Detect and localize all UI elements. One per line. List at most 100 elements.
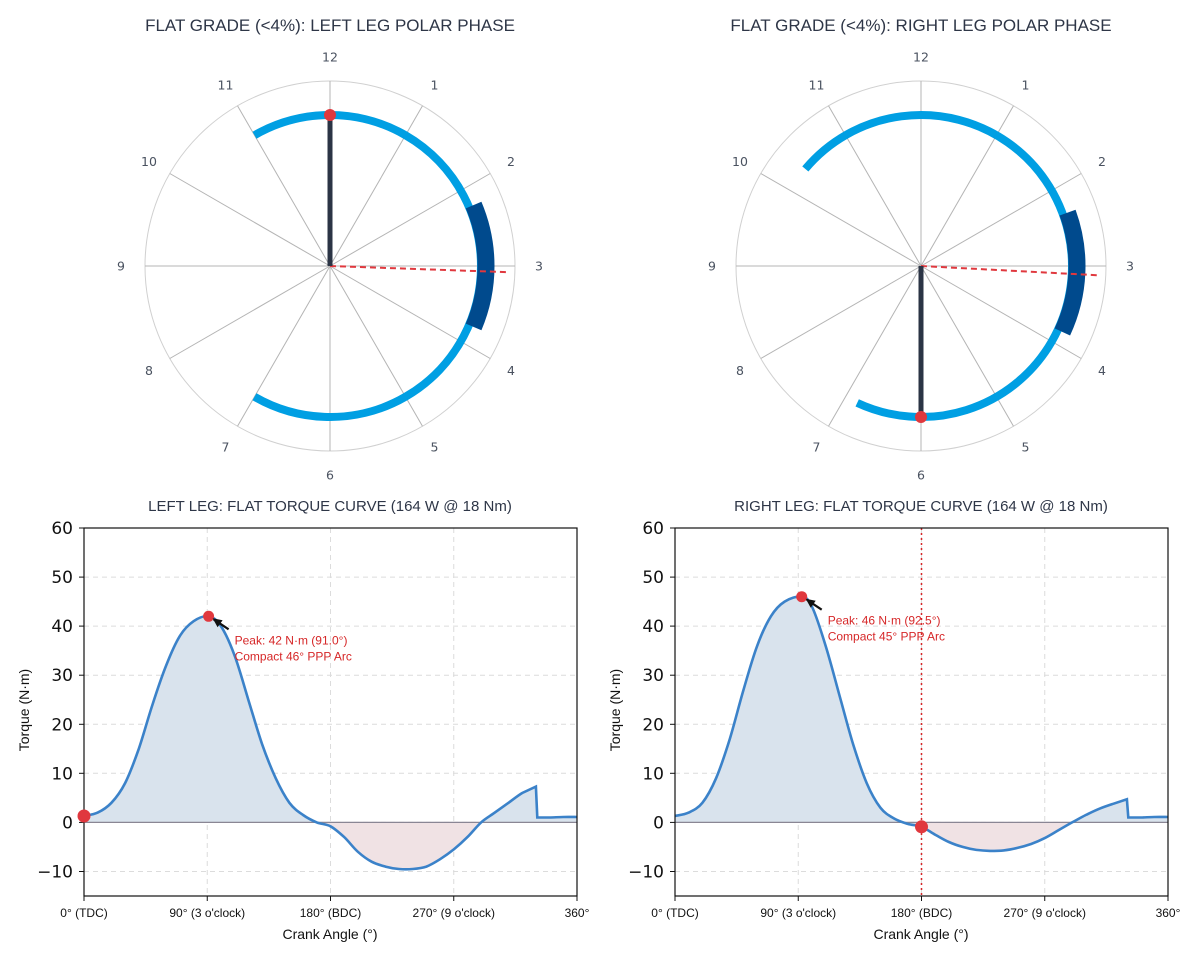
left-clock-label-6: 6 <box>326 468 334 483</box>
right-plot-content <box>675 595 1168 853</box>
right-y-tick-label: 0 <box>653 813 664 833</box>
right-polar-spoke <box>920 265 1014 427</box>
left-x-tick-label: 90° (3 o'clock) <box>169 906 245 920</box>
right-peak-annotation-line1: Peak: 46 N·m (92.5°) <box>828 614 941 628</box>
left-y-tick-label: −10 <box>37 863 73 883</box>
right-x-tick-label: 0° (TDC) <box>651 906 698 920</box>
left-polar-title: FLAT GRADE (<4%): LEFT LEG POLAR PHASE <box>145 16 515 35</box>
right-torque-xlabel: Crank Angle (°) <box>873 926 968 942</box>
right-x-tick-label: 270° (9 o'clock) <box>1004 906 1086 920</box>
left-polar-marks <box>252 109 506 421</box>
left-y-tick-label: 10 <box>51 764 73 784</box>
right-clock-label-12: 12 <box>913 50 929 65</box>
right-peak-marker <box>796 591 808 603</box>
right-leg-polar-chart: FLAT GRADE (<4%): RIGHT LEG POLAR PHASE … <box>708 16 1134 483</box>
right-torque-plot-area: 0° (TDC) 90° (3 o'clock) 180° (BDC) 270° (9… <box>628 519 1180 920</box>
left-crank-position-marker <box>324 109 336 121</box>
right-peak-arrow-head <box>805 598 816 608</box>
left-clock-label-12: 12 <box>322 50 338 65</box>
left-y-tick-label: 50 <box>51 568 73 588</box>
right-clock-label-8: 8 <box>736 363 744 378</box>
right-clock-label-7: 7 <box>813 440 821 455</box>
left-polar-spoke <box>169 173 331 267</box>
right-y-tick-label: −10 <box>628 863 664 883</box>
right-power-phase-arc <box>1054 209 1086 336</box>
right-y-tick-label: 30 <box>642 666 664 686</box>
left-torque-title: LEFT LEG: FLAT TORQUE CURVE (164 W @ 18 … <box>148 498 512 515</box>
left-polar-spoke <box>169 265 331 359</box>
right-y-tick-label: 60 <box>642 519 664 539</box>
left-polar-spoke <box>237 265 331 427</box>
right-clock-label-5: 5 <box>1022 440 1030 455</box>
left-y-tick-label: 20 <box>51 715 73 735</box>
left-polar-spoke <box>329 265 491 359</box>
left-clock-label-11: 11 <box>218 78 234 93</box>
left-peak-marker <box>203 610 215 622</box>
right-polar-spoke <box>828 105 922 267</box>
right-clock-label-11: 11 <box>809 78 825 93</box>
left-clock-label-1: 1 <box>431 78 439 93</box>
left-clock-label-8: 8 <box>145 363 153 378</box>
left-x-tick-label: 180° (BDC) <box>300 906 361 920</box>
right-torque-ylabel: Torque (N·m) <box>607 669 623 751</box>
right-polar-spoke <box>760 173 922 267</box>
left-current-position-marker <box>77 809 91 823</box>
left-polar-spoke <box>329 105 423 267</box>
right-polar-spoke <box>920 173 1082 267</box>
right-clock-label-9: 9 <box>708 259 716 274</box>
right-clock-label-4: 4 <box>1098 363 1106 378</box>
right-x-tick-label: 180° (BDC) <box>891 906 952 920</box>
right-torque-curve <box>675 595 1168 853</box>
left-x-tick-label: 0° (TDC) <box>60 906 107 920</box>
right-crank-position-marker <box>915 411 927 423</box>
right-y-tick-label: 40 <box>642 617 664 637</box>
left-clock-label-9: 9 <box>117 259 125 274</box>
left-peak-annotation-line1: Peak: 42 N·m (91.0°) <box>235 633 348 647</box>
left-plot-content <box>84 614 577 871</box>
left-clock-label-5: 5 <box>431 440 439 455</box>
right-leg-torque-chart: RIGHT LEG: FLAT TORQUE CURVE (164 W @ 18… <box>607 498 1181 942</box>
left-polar-spoke <box>237 105 331 267</box>
left-positive-torque-fill <box>84 616 577 823</box>
right-peak-annotation-line2: Compact 45° PPP Arc <box>828 630 945 644</box>
left-torque-curve <box>84 614 577 871</box>
left-peak-arrow-head <box>212 618 223 628</box>
left-x-tick-label: 360° <box>565 906 590 920</box>
left-clock-label-7: 7 <box>222 440 230 455</box>
left-power-phase-arc <box>465 201 495 331</box>
right-polar-spoke <box>920 105 1014 267</box>
right-x-tick-label: 360° <box>1156 906 1181 920</box>
left-leg-polar-chart: FLAT GRADE (<4%): LEFT LEG POLAR PHASE 1… <box>117 16 543 483</box>
right-current-position-marker <box>915 820 928 834</box>
right-clock-label-10: 10 <box>732 154 748 169</box>
left-leg-torque-chart: LEFT LEG: FLAT TORQUE CURVE (164 W @ 18 … <box>16 498 590 942</box>
left-y-tick-label: 0 <box>62 813 73 833</box>
right-x-tick-label: 90° (3 o'clock) <box>760 906 836 920</box>
left-peak-annotation-line2: Compact 46° PPP Arc <box>235 649 352 663</box>
right-clock-label-2: 2 <box>1098 154 1106 169</box>
left-torque-ylabel: Torque (N·m) <box>16 669 32 751</box>
left-y-tick-label: 30 <box>51 666 73 686</box>
right-y-tick-label: 10 <box>642 764 664 784</box>
right-clock-label-3: 3 <box>1126 259 1134 274</box>
right-polar-title: FLAT GRADE (<4%): RIGHT LEG POLAR PHASE <box>730 16 1111 35</box>
left-clock-label-2: 2 <box>507 154 515 169</box>
right-y-tick-label: 50 <box>642 568 664 588</box>
right-polar-spoke <box>828 265 922 427</box>
left-polar-spoke <box>329 265 423 427</box>
left-clock-label-3: 3 <box>535 259 543 274</box>
left-negative-torque-fill <box>316 822 482 869</box>
left-polar-spoke <box>329 173 491 267</box>
right-torque-title: RIGHT LEG: FLAT TORQUE CURVE (164 W @ 18… <box>734 498 1108 515</box>
left-x-tick-label: 270° (9 o'clock) <box>413 906 495 920</box>
right-clock-label-6: 6 <box>917 468 925 483</box>
right-clock-label-1: 1 <box>1022 78 1030 93</box>
left-clock-label-4: 4 <box>507 363 515 378</box>
left-torque-plot-area: 0° (TDC) 90° (3 o'clock) 180° (BDC) 270° (9… <box>37 519 589 920</box>
left-y-tick-label: 60 <box>51 519 73 539</box>
right-polar-marks <box>802 111 1097 423</box>
left-y-tick-label: 40 <box>51 617 73 637</box>
